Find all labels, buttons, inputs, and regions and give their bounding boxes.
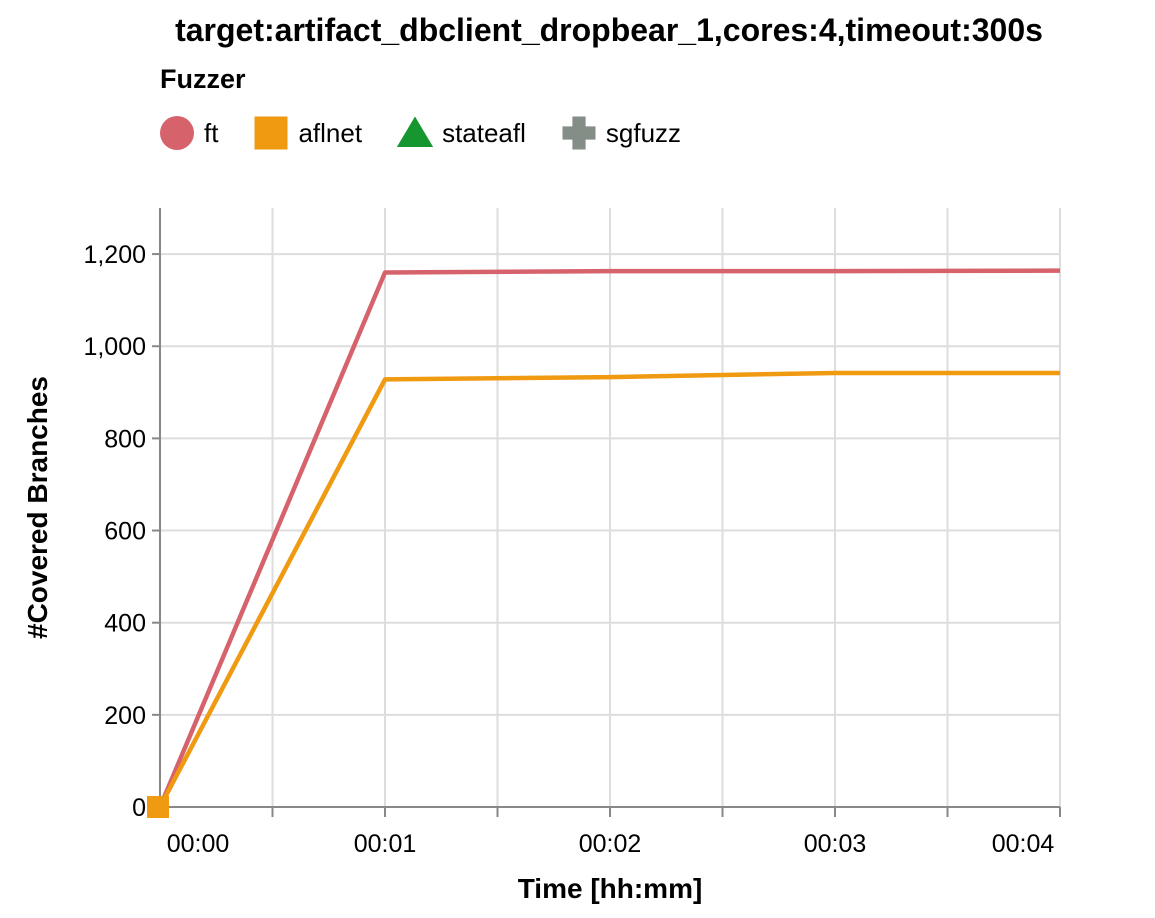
legend-label: aflnet xyxy=(298,117,363,148)
legend: ft aflnet stateafl sgfuzz xyxy=(158,112,715,154)
series-line-aflnet xyxy=(158,370,1060,809)
triangle-icon xyxy=(396,114,434,152)
y-axis-title: #Covered Branches xyxy=(22,376,53,639)
legend-label: sgfuzz xyxy=(605,117,682,148)
x-tick-label: 00:00 xyxy=(167,830,230,858)
legend-label: ft xyxy=(204,117,219,148)
legend-item-ft: ft xyxy=(158,114,218,152)
cross-icon xyxy=(560,114,598,152)
square-icon xyxy=(252,114,290,152)
y-tick-label: 200 xyxy=(104,702,146,730)
y-tick-label: 0 xyxy=(132,794,146,822)
legend-title: Fuzzer xyxy=(160,64,246,94)
x-tick-label: 00:04 xyxy=(992,830,1055,858)
y-tick-label: 1,000 xyxy=(83,333,146,361)
y-tick-label: 400 xyxy=(104,610,146,638)
series-start-marker-aflnet xyxy=(147,796,169,818)
legend-item-sgfuzz: sgfuzz xyxy=(560,114,681,152)
x-tick-label: 00:01 xyxy=(354,830,417,858)
legend-item-stateafl: stateafl xyxy=(396,114,526,152)
series-line-ft xyxy=(157,268,1061,808)
x-tick-label: 00:02 xyxy=(579,830,642,858)
x-axis-title: Time [hh:mm] xyxy=(518,873,703,904)
y-tick-label: 1,200 xyxy=(83,241,146,269)
x-tick-label: 00:03 xyxy=(804,830,867,858)
circle-icon xyxy=(158,114,196,152)
y-tick-label: 600 xyxy=(104,518,146,546)
chart-title: target:artifact_dbclient_dropbear_1,core… xyxy=(175,12,1043,48)
legend-item-aflnet: aflnet xyxy=(252,114,362,152)
legend-label: stateafl xyxy=(442,117,526,148)
y-tick-label: 800 xyxy=(104,425,146,453)
